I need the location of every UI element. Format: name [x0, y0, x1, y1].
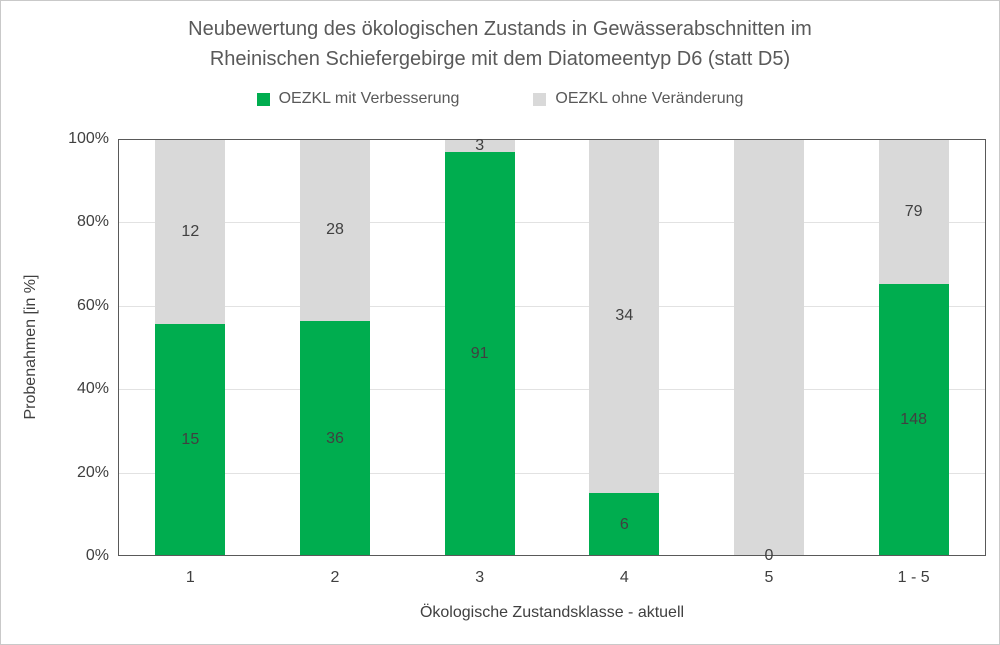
- bar-3-ohne-veraenderung-label: 3: [475, 136, 485, 154]
- gridline-60pct: [118, 305, 986, 307]
- bar-5-verbesserung-label: 0: [764, 547, 774, 564]
- gridline-100pct: [118, 139, 986, 140]
- bar-4-ohne-veraenderung-label: 34: [615, 307, 634, 325]
- bar-1-ohne-veraenderung-label: 12: [181, 222, 200, 240]
- bar-1-ohne-veraenderung-segment: [155, 139, 226, 325]
- bar-2-verbesserung-label: 36: [326, 429, 344, 447]
- plot-area: 15 12 36 28 91 3 6 34 0 148 79: [118, 136, 986, 564]
- bar-2-ohne-veraenderung-label: 28: [326, 221, 344, 239]
- y-tick-label-80pct: 80%: [76, 213, 109, 231]
- chart-title-line-1: Neubewertung des ökologischen Zustands i…: [188, 18, 812, 40]
- gridline-20pct: [118, 472, 986, 474]
- bar-4-verbesserung-label: 6: [619, 515, 629, 533]
- bar-2-verbesserung-segment: [300, 321, 370, 556]
- y-tick-label-0pct: 0%: [85, 547, 109, 564]
- bar-2-ohne-veraenderung-segment: [300, 139, 370, 322]
- x-tick-label-2: 2: [330, 569, 340, 586]
- chart-title-line-2: Rheinischen Schiefergebirge mit dem Diat…: [209, 48, 791, 70]
- legend-item-ohne-veraenderung: OEZKL ohne Veränderung: [533, 90, 743, 108]
- plot-border: [118, 139, 986, 556]
- bar-5-ohne-veraenderung-segment: [734, 139, 804, 556]
- bar-1-5-ohne-veraenderung-label: 79: [904, 202, 923, 220]
- bar-4-verbesserung-segment: [589, 493, 660, 556]
- y-tick-label-40pct: 40%: [76, 380, 109, 398]
- x-tick-label-3: 3: [475, 569, 485, 586]
- bar-1-5-verbesserung-segment: [878, 284, 949, 556]
- legend: OEZKL mit Verbesserung OEZKL ohne Verände…: [1, 90, 999, 108]
- y-tick-label-20pct: 20%: [76, 463, 109, 481]
- x-tick-label-5: 5: [764, 569, 774, 586]
- bar-1-5-verbesserung-label: 148: [900, 411, 927, 429]
- y-tick-label-60pct: 60%: [76, 296, 109, 314]
- legend-label: OEZKL ohne Veränderung: [555, 90, 744, 107]
- bar-1-5-ohne-veraenderung-segment: [878, 139, 949, 285]
- legend-label: OEZKL mit Verbesserung: [278, 90, 460, 107]
- gridline-40pct: [118, 389, 986, 391]
- chart-title: Neubewertung des ökologischen Zustands i…: [1, 14, 999, 74]
- bar-3-ohne-veraenderung-segment: [444, 139, 515, 153]
- bar-3-verbesserung-label: 91: [470, 345, 489, 363]
- y-tick-label-100pct: 100%: [68, 130, 109, 147]
- x-tick-label-4: 4: [619, 569, 629, 586]
- x-tick-label-1-5: 1 - 5: [897, 569, 930, 586]
- legend-swatch-icon: [256, 92, 270, 106]
- legend-item-verbesserung: OEZKL mit Verbesserung: [256, 90, 460, 108]
- bar-1-verbesserung-label: 15: [181, 431, 200, 449]
- bar-4-ohne-veraenderung-segment: [589, 139, 660, 494]
- x-axis-title: Ökologische Zustandsklasse - aktuell: [419, 604, 685, 621]
- legend-swatch-icon: [533, 92, 547, 106]
- bar-3-verbesserung-segment: [444, 152, 515, 556]
- x-tick-label-1: 1: [185, 569, 195, 586]
- bar-1-verbesserung-segment: [155, 324, 226, 556]
- gridline-80pct: [118, 222, 986, 224]
